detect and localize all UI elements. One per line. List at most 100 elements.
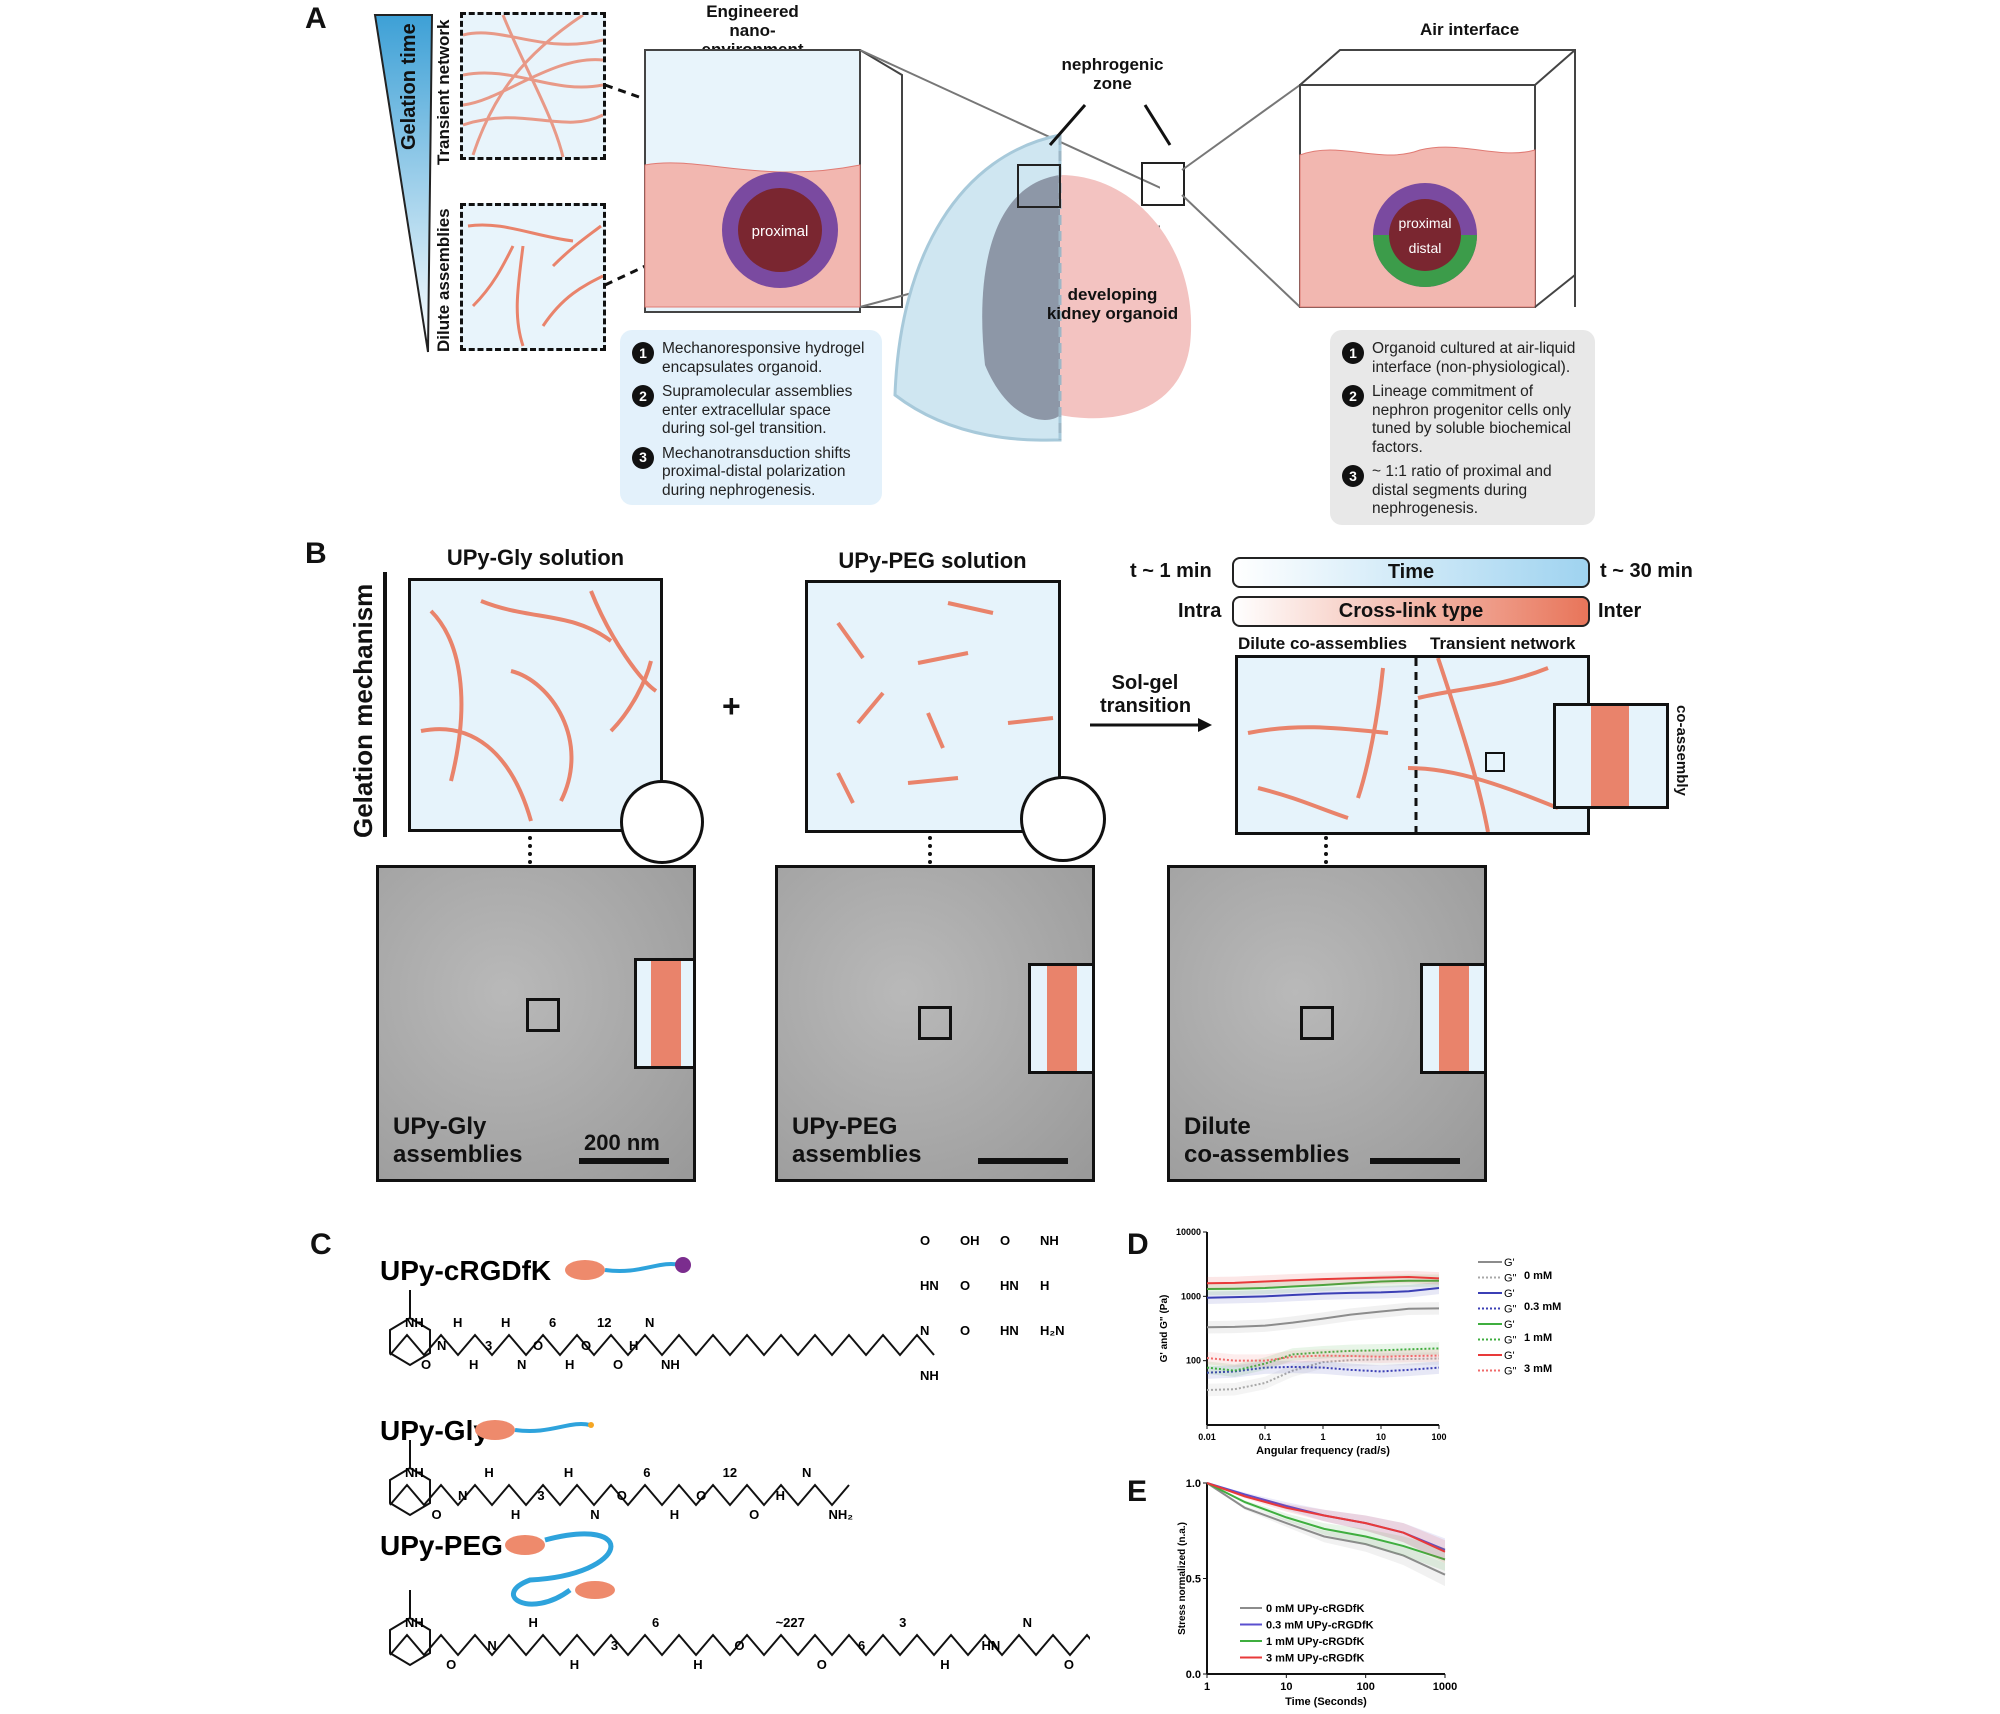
y-tick-label: 1000 — [1181, 1291, 1201, 1301]
molecule-cartoon-icon — [475, 1420, 594, 1440]
panel-label-d: D — [1127, 1228, 1149, 1261]
note-text: ~ 1:1 ratio of proximal and distal segme… — [1372, 463, 1552, 517]
legend-label: 3 mM UPy-cRGDfK — [1266, 1653, 1364, 1665]
scale-bar — [978, 1158, 1068, 1164]
series-line-3mM-gp — [1206, 1275, 1440, 1285]
atom-label: NH — [920, 1368, 939, 1383]
legend-series-label: G' — [1504, 1288, 1515, 1300]
note-item: 2 Lineage commitment of nephron progenito… — [1342, 383, 1583, 457]
fiber-network-illustration — [462, 13, 604, 158]
atom-label: 12 — [723, 1465, 737, 1480]
intra-label: Intra — [1178, 600, 1222, 622]
upy-gly-fibers — [420, 590, 658, 822]
note-number: 1 — [632, 342, 654, 364]
tem-label-line1: Dilute — [1184, 1113, 1251, 1140]
y-tick-label: 0.0 — [1186, 1669, 1201, 1681]
legend-group-label: 3 mM — [1524, 1363, 1552, 1375]
x-tick-label: 10 — [1280, 1681, 1292, 1693]
atom-label: O — [1064, 1657, 1074, 1672]
series-error-band — [1207, 1360, 1439, 1379]
atom-label: NH — [1040, 1233, 1059, 1248]
x-tick-label: 0.1 — [1259, 1432, 1272, 1442]
gelation-mechanism-bar — [383, 572, 387, 837]
atom-label: N — [458, 1488, 467, 1503]
note-item: 3 ~ 1:1 ratio of proximal and distal segm… — [1342, 463, 1583, 519]
inter-label: Inter — [1598, 600, 1642, 622]
series-line-03mM-gp — [1206, 1286, 1440, 1299]
co-assembly-label: co-assembly — [1673, 705, 1690, 796]
co-assembly-fibers — [1247, 657, 1559, 833]
legend-group-label: 0.3 mM — [1524, 1301, 1561, 1313]
atom-label: 6 — [652, 1615, 659, 1630]
stack-illustration — [1591, 706, 1629, 806]
atom-label: NH — [405, 1315, 424, 1330]
upy-peg-fibers — [836, 601, 1054, 804]
tem-image-upy-peg: UPy-PEG assemblies — [775, 865, 1095, 1182]
atom-label: O — [749, 1507, 759, 1522]
upy-peg-molecule-inset — [1020, 776, 1106, 862]
note-text: Mechanotransduction shifts proximal-dist… — [662, 444, 851, 499]
series-line-03mM-gpp — [1206, 1365, 1440, 1374]
note-text: Lineage commitment of nephron progenitor… — [1372, 383, 1572, 456]
engineered-nano-environment-cube: proximal — [644, 49, 1160, 313]
series-line-3mM-gpp — [1206, 1354, 1440, 1362]
atom-label: 3 — [485, 1338, 492, 1353]
atom-label: H — [453, 1315, 462, 1330]
sol-gel-arrow-icon — [1090, 718, 1212, 732]
legend-label: 0 mM UPy-cRGDfK — [1266, 1603, 1364, 1615]
legend-series-label: G" — [1504, 1273, 1517, 1285]
dilute-assemblies-label: Dilute assemblies — [434, 208, 453, 352]
sol-gel-line2: transition — [1100, 695, 1192, 717]
y-axis-title: G' and G" (Pa) — [1159, 1295, 1170, 1363]
atom-label: O — [817, 1657, 827, 1672]
atom-label: H — [484, 1465, 493, 1480]
plus-sign: + — [722, 688, 741, 724]
note-item: 1 Organoid cultured at air-liquid interfa… — [1342, 340, 1583, 377]
x-tick-label: 0.01 — [1198, 1432, 1216, 1442]
tem-label-line1: UPy-Gly — [393, 1113, 487, 1140]
x-tick-label: 1 — [1320, 1432, 1325, 1442]
nephrogenic-zone-label: nephrogenic zone — [1050, 55, 1175, 93]
tem-label-line2: assemblies — [393, 1141, 523, 1168]
gelation-time-label: Gelation time — [398, 23, 420, 150]
atom-label: O — [446, 1657, 456, 1672]
atom-label: 6 — [549, 1315, 556, 1330]
peptide-dot — [675, 1257, 691, 1273]
atom-label: N — [487, 1638, 496, 1653]
linker — [604, 1262, 681, 1273]
time-bar: Time — [1232, 557, 1590, 588]
panel-label-a: A — [305, 2, 327, 35]
tem-inset — [1420, 963, 1484, 1074]
upy-peg-solution-title: UPy-PEG solution — [838, 548, 1027, 573]
x-tick-label: 100 — [1431, 1432, 1446, 1442]
series-line-1mM-gp — [1206, 1279, 1439, 1291]
dilute-co-assemblies-label: Dilute co-assemblies — [1238, 634, 1408, 653]
legend-series-label: G" — [1504, 1335, 1517, 1347]
time-start-label: t ~ 1 min — [1130, 560, 1212, 582]
atom-label: O — [696, 1488, 706, 1503]
series-line — [1206, 1482, 1446, 1561]
upy-head — [565, 1260, 605, 1280]
note-number: 3 — [1342, 465, 1364, 487]
tem-inset — [634, 958, 693, 1069]
scale-label: 200 nm — [584, 1130, 660, 1155]
air-interface-title: Air interface — [1420, 20, 1520, 39]
atom-label: HN — [920, 1278, 939, 1293]
tem-label: Dilute co-assemblies — [1184, 1113, 1349, 1169]
panel-label-c: C — [310, 1228, 332, 1261]
atom-label: NH₂ — [829, 1507, 854, 1522]
atom-label: N — [802, 1465, 811, 1480]
atom-label: NH — [405, 1615, 424, 1630]
series-line-0mM-gpp — [1206, 1357, 1440, 1391]
atom-label: 6 — [858, 1638, 865, 1653]
molecule-cartoon-icon — [565, 1257, 691, 1280]
atom-label: H — [565, 1357, 574, 1372]
dilute-assemblies-box — [460, 203, 606, 351]
note-text: Supramolecular assemblies enter extracel… — [662, 383, 853, 437]
scale-bar — [579, 1158, 669, 1164]
atom-label: H — [469, 1357, 478, 1372]
hydrogel-notes: 1 Mechanoresponsive hydrogel encapsulates… — [620, 330, 882, 505]
transient-network-label: Transient network — [434, 19, 453, 165]
series-error-band — [1207, 1483, 1445, 1587]
air-interface-cube: proximal distal — [1181, 49, 1576, 308]
